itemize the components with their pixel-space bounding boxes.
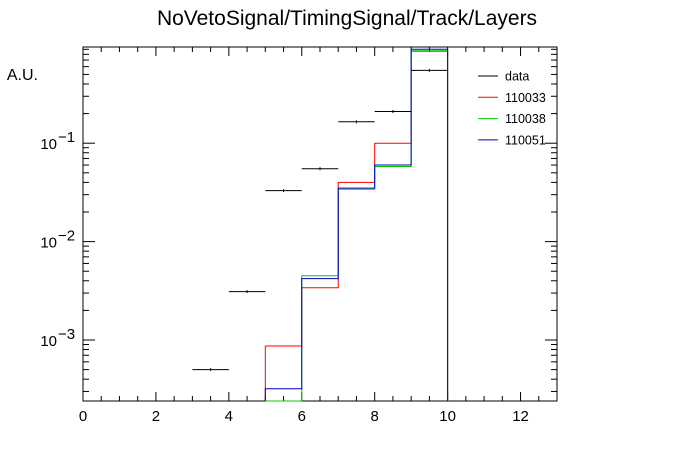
x-tick-label: 2 [152,408,160,425]
x-tick-label: 12 [512,408,529,425]
x-tick-label: 6 [298,408,306,425]
y-tick-exponent: −2 [58,228,75,245]
x-tick-label: 10 [439,408,456,425]
y-axis-label: A.U. [7,67,38,84]
legend: data 110033 110038 110051 [478,70,546,147]
chart-title: NoVetoSignal/TimingSignal/Track/Layers [157,7,537,30]
y-tick-label: 10 [40,136,57,153]
y-tick-label: 10 [40,235,57,252]
histogram-110038 [265,50,449,402]
y-tick-exponent: −1 [58,129,75,146]
data-points [192,68,448,372]
legend-label-data: data [505,70,529,84]
legend-label-110033: 110033 [505,91,546,105]
histogram-110051 [264,48,449,401]
histogram-series [264,48,449,402]
y-tick-exponent: −3 [58,326,75,343]
x-tick-label: 0 [79,408,87,425]
y-tick-label: 10 [40,333,57,350]
legend-label-110038: 110038 [505,112,546,126]
plot-frame [82,46,558,402]
legend-label-110051: 110051 [505,133,546,147]
histogram-110033 [264,50,449,401]
x-tick-label: 4 [225,408,233,425]
x-tick-label: 8 [371,408,379,425]
